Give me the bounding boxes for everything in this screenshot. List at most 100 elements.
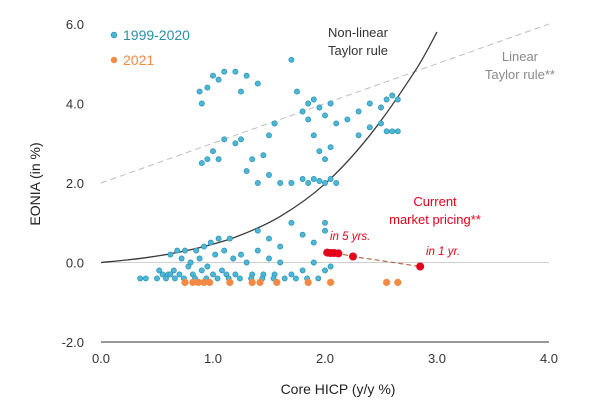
point-1999-2020 [154,275,160,282]
point-2021 [206,278,214,286]
legend-marker-1999-2020 [110,31,118,39]
point-1999-2020 [299,108,306,115]
point-2021 [304,278,312,286]
nonlinear-taylor-rule-line [100,31,438,264]
point-1999-2020 [389,92,396,99]
point-1999-2020 [196,88,203,95]
point-1999-2020 [299,267,306,274]
market-pricing-label: Current market pricing** in 5 yrs. in 1 … [330,194,481,258]
point-1999-2020 [277,180,284,186]
point-1999-2020 [215,76,222,83]
point-1999-2020 [378,120,384,127]
point-1999-2020 [232,271,239,278]
point-1999-2020 [294,88,300,95]
point-1999-2020 [310,239,317,246]
point-1999-2020 [249,156,256,163]
point-1999-2020 [316,104,323,111]
legend-label-2021: 2021 [123,52,154,68]
point-1999-2020 [207,239,214,246]
point-2021 [194,278,202,286]
point-1999-2020 [394,128,401,135]
point-1999-2020 [292,275,299,282]
linear-label-line2: Taylor rule** [485,67,555,82]
point-1999-2020 [182,247,188,254]
nonlinear-label-line2: Taylor rule [328,43,388,58]
point-1999-2020 [142,275,149,282]
linear-rule-label: Linear Taylor rule** [485,49,555,82]
point-1999-2020 [366,124,373,131]
in-1-year-label: in 1 yr. [426,246,460,258]
point-1999-2020 [167,271,174,278]
nonlinear-rule-label: Non-linear Taylor rule [328,25,389,58]
point-2021 [181,278,189,286]
point-1999-2020 [198,160,205,167]
point-1999-2020 [316,178,323,184]
point-1999-2020 [322,180,328,186]
point-1999-2020 [310,96,317,103]
point-1999-2020 [167,251,174,258]
point-1999-2020 [315,275,322,282]
x-tick-label: 0.0 [92,351,110,366]
y-tick-label: -2.0 [62,335,84,350]
point-1999-2020 [322,227,328,234]
point-1999-2020 [299,176,306,182]
point-2021 [226,278,234,286]
point-1999-2020 [159,271,166,278]
point-1999-2020 [198,267,205,274]
point-1999-2020 [266,255,272,262]
y-tick-label: 6.0 [66,17,84,32]
point-2021 [383,278,391,286]
point-1999-2020 [277,259,284,266]
market-pricing-layer [323,248,425,271]
point-1999-2020 [187,259,194,266]
point-2021 [327,278,335,286]
legend-label-1999-2020: 1999-2020 [123,27,190,43]
point-1999-2020 [394,96,401,103]
point-1999-2020 [254,180,261,186]
point-1999-2020 [333,180,340,186]
point-1999-2020 [260,152,267,159]
point-1999-2020 [215,156,222,163]
point-1999-2020 [254,247,261,254]
point-1999-2020 [389,128,396,135]
point-1999-2020 [327,144,334,151]
market-pricing-point [416,262,425,271]
legend-marker-2021 [110,56,118,64]
point-1999-2020 [210,271,216,278]
point-1999-2020 [238,251,244,258]
point-1999-2020 [174,247,181,254]
x-axis-title: Core HICP (y/y %) [281,381,396,397]
point-1999-2020 [322,156,328,163]
point-1999-2020 [305,100,312,107]
point-1999-2020 [266,172,272,178]
point-1999-2020 [221,68,228,75]
point-1999-2020 [204,263,211,270]
point-1999-2020 [299,231,306,238]
point-1999-2020 [210,72,216,79]
point-1999-2020 [176,271,183,278]
point-1999-2020 [215,235,222,242]
point-1999-2020 [288,219,295,226]
pricing-label-line2: market pricing** [389,212,481,227]
points-layer [137,56,402,286]
point-1999-2020 [327,100,334,107]
point-2021 [248,278,256,286]
point-1999-2020 [383,128,390,135]
point-1999-2020 [322,112,328,119]
point-1999-2020 [288,56,295,63]
point-1999-2020 [305,180,312,186]
point-1999-2020 [327,176,334,182]
point-1999-2020 [355,108,362,115]
point-1999-2020 [322,219,328,226]
point-1999-2020 [266,132,272,139]
nonlinear-label-line1: Non-linear [328,25,389,40]
point-1999-2020 [378,104,384,111]
point-1999-2020 [196,255,203,262]
point-1999-2020 [156,267,163,274]
point-1999-2020 [281,275,288,282]
point-1999-2020 [271,120,278,127]
point-1999-2020 [178,255,185,262]
point-1999-2020 [254,227,261,234]
y-tick-label: 2.0 [66,176,84,191]
